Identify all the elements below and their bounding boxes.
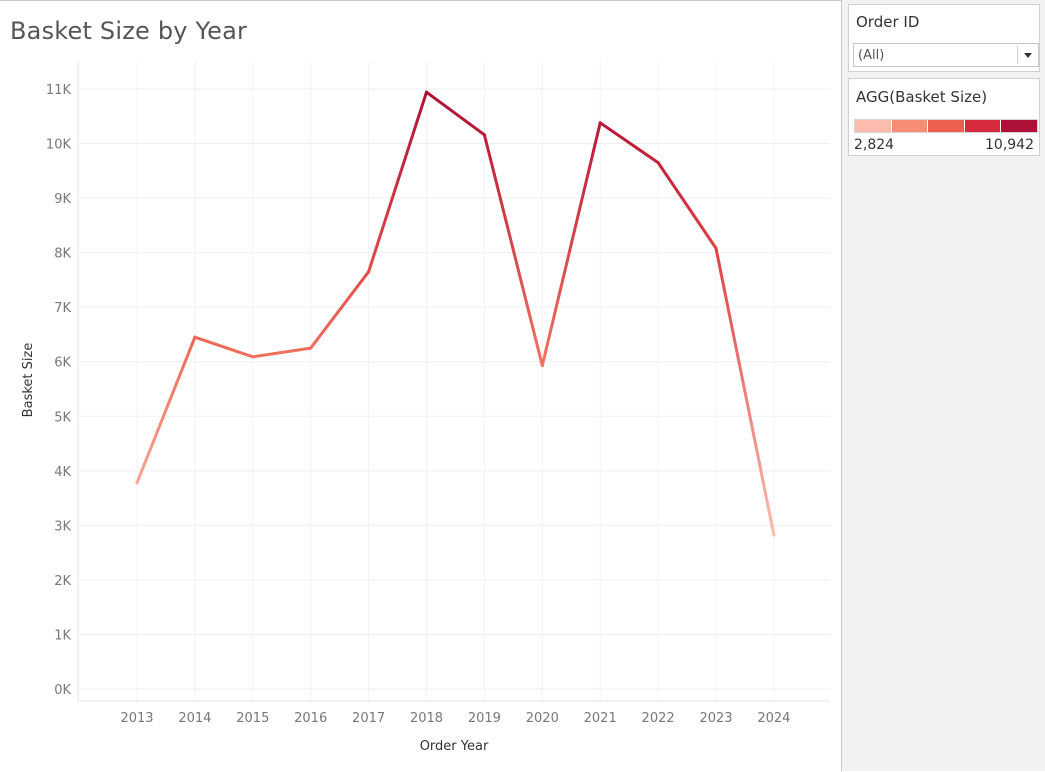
order-id-dropdown[interactable]: (All) <box>853 43 1039 67</box>
y-tick-label: 9K <box>54 192 71 207</box>
x-tick-label: 2019 <box>468 711 501 726</box>
data-point[interactable] <box>656 161 660 165</box>
filter-title: Order ID <box>856 13 920 31</box>
y-tick-label: 5K <box>54 410 71 425</box>
y-tick-label: 2K <box>54 574 71 589</box>
x-tick-label: 2016 <box>294 711 327 726</box>
data-point[interactable] <box>367 270 371 274</box>
legend-min-label: 2,824 <box>854 137 895 153</box>
y-tick-label: 3K <box>54 519 71 534</box>
data-point[interactable] <box>251 355 255 359</box>
line-segment[interactable] <box>135 335 197 485</box>
x-tick-label: 2020 <box>526 711 559 726</box>
y-tick-label: 6K <box>54 356 71 371</box>
axes: 0K 1K 2K 3K 4K 5K 6K 7K 8K 9K 10K 11K 2013 2014 2015 20… <box>46 61 830 726</box>
dropdown-divider <box>1017 46 1018 64</box>
x-tick-label: 2024 <box>757 711 790 726</box>
line-segment[interactable] <box>714 246 776 537</box>
color-ramp-step-2 <box>891 120 929 132</box>
y-axis-title: Basket Size <box>21 343 36 418</box>
sidebar: Order ID (All) AGG(Basket Size) 2,824 10… <box>841 0 1045 771</box>
x-tick-label: 2018 <box>410 711 443 726</box>
y-tick-label: 8K <box>54 247 71 262</box>
y-tick-label: 0K <box>54 683 71 698</box>
series-line <box>135 90 776 537</box>
x-tick-label: 2013 <box>120 711 153 726</box>
color-ramp-step-5 <box>1001 120 1037 132</box>
chevron-down-icon[interactable] <box>1024 53 1032 58</box>
y-tick-label: 7K <box>54 301 71 316</box>
data-point[interactable] <box>309 346 313 350</box>
x-axis-title: Order Year <box>420 739 489 754</box>
data-point[interactable] <box>135 481 139 485</box>
data-point[interactable] <box>193 335 197 339</box>
line-segment[interactable] <box>540 121 602 368</box>
line-segment[interactable] <box>425 90 486 137</box>
x-tick-label: 2015 <box>236 711 269 726</box>
y-tick-label: 10K <box>46 138 72 153</box>
data-point[interactable] <box>598 121 602 125</box>
x-tick-label: 2014 <box>178 711 211 726</box>
y-tick-label: 4K <box>54 465 71 480</box>
line-segment[interactable] <box>367 90 428 274</box>
x-tick-label: 2017 <box>352 711 385 726</box>
data-point[interactable] <box>714 246 718 250</box>
line-segment[interactable] <box>309 270 371 350</box>
data-point[interactable] <box>482 133 486 137</box>
x-tick-label: 2023 <box>699 711 732 726</box>
x-tick-label: 2022 <box>642 711 675 726</box>
line-segment[interactable] <box>251 346 313 359</box>
legend-title: AGG(Basket Size) <box>856 88 988 106</box>
color-ramp-step-3 <box>928 120 965 132</box>
color-legend-card: AGG(Basket Size) 2,824 10,942 <box>848 78 1040 156</box>
data-point[interactable] <box>540 364 544 368</box>
color-ramp-step-1 <box>855 120 892 132</box>
y-tick-label: 1K <box>54 628 71 643</box>
dropdown-value: (All) <box>858 48 885 63</box>
chart-title: Basket Size by Year <box>10 17 248 45</box>
data-point[interactable] <box>772 533 776 537</box>
color-ramp-step-4 <box>964 120 1002 132</box>
line-segment[interactable] <box>598 121 660 165</box>
x-tick-label: 2021 <box>584 711 617 726</box>
y-tick-label: 11K <box>46 83 72 98</box>
gridlines <box>78 61 830 701</box>
line-chart: 0K 1K 2K 3K 4K 5K 6K 7K 8K 9K 10K 11K 2013 2014 2015 20… <box>21 61 830 754</box>
line-segment[interactable] <box>482 133 544 368</box>
data-point[interactable] <box>425 90 428 94</box>
chart-panel: Basket Size by Year 0K 1K 2K 3K 4K 5K 6K 7K 8K 9K… <box>0 0 841 754</box>
line-segment[interactable] <box>193 335 255 359</box>
color-ramp <box>854 119 1038 133</box>
line-segment[interactable] <box>656 161 718 250</box>
legend-max-label: 10,942 <box>985 137 1034 153</box>
order-id-filter-card: Order ID (All) <box>848 4 1040 72</box>
